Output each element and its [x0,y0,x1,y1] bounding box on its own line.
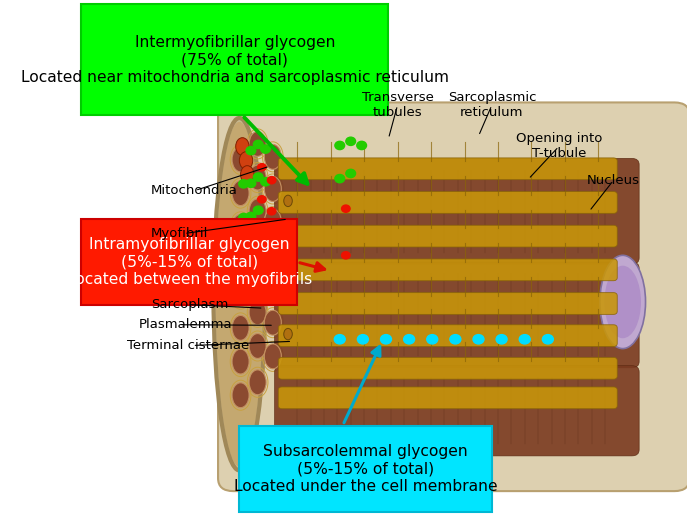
FancyBboxPatch shape [81,4,389,115]
FancyBboxPatch shape [278,293,617,314]
Circle shape [473,334,484,344]
Ellipse shape [249,199,266,224]
Ellipse shape [232,214,249,239]
Circle shape [404,334,415,344]
Circle shape [496,334,507,344]
FancyBboxPatch shape [275,262,639,368]
Ellipse shape [283,195,292,207]
Ellipse shape [236,138,249,155]
Text: Sarcoplasmic
reticulum: Sarcoplasmic reticulum [448,91,536,119]
FancyBboxPatch shape [218,103,688,491]
Circle shape [239,213,248,221]
Circle shape [357,141,367,150]
Ellipse shape [232,349,249,374]
Circle shape [357,334,368,344]
Ellipse shape [605,266,641,338]
Ellipse shape [249,131,266,156]
Ellipse shape [283,263,292,274]
Ellipse shape [232,147,249,172]
Ellipse shape [232,282,249,307]
Ellipse shape [239,152,252,169]
FancyBboxPatch shape [239,426,492,512]
FancyBboxPatch shape [278,259,617,281]
FancyBboxPatch shape [278,158,617,180]
Circle shape [450,334,461,344]
FancyBboxPatch shape [81,219,297,305]
Ellipse shape [249,370,266,395]
Ellipse shape [232,383,249,407]
Ellipse shape [232,181,249,206]
Circle shape [334,334,345,344]
Circle shape [257,196,266,203]
Ellipse shape [215,122,263,466]
Ellipse shape [249,165,266,190]
Circle shape [246,212,256,220]
Text: Nucleus: Nucleus [587,173,640,187]
Ellipse shape [249,266,266,291]
Text: Intramyofibrillar glycogen
(5%-15% of total)
Located between the myofibrils: Intramyofibrillar glycogen (5%-15% of to… [67,237,312,287]
Circle shape [268,242,276,250]
Circle shape [239,180,248,188]
Circle shape [257,164,266,171]
Text: Mitochondria: Mitochondria [151,184,238,197]
Ellipse shape [264,209,281,234]
Ellipse shape [600,255,645,349]
Circle shape [261,145,270,153]
Text: Intermyofibrillar glycogen
(75% of total)
Located near mitochondria and sarcopla: Intermyofibrillar glycogen (75% of total… [21,35,449,84]
Circle shape [253,246,263,254]
Circle shape [253,173,263,181]
Ellipse shape [264,310,281,335]
Ellipse shape [213,118,265,470]
Circle shape [261,178,270,186]
FancyBboxPatch shape [275,366,639,456]
Circle shape [253,206,263,214]
Ellipse shape [232,315,249,340]
Circle shape [246,146,256,155]
Circle shape [246,280,256,288]
Text: Subsarcolemmal glycogen
(5%-15% of total)
Located under the cell membrane: Subsarcolemmal glycogen (5%-15% of total… [234,444,497,494]
Circle shape [253,276,263,284]
Circle shape [427,334,438,344]
Ellipse shape [264,277,281,302]
Circle shape [346,137,356,145]
Circle shape [335,175,345,183]
Ellipse shape [264,144,281,169]
Circle shape [261,242,270,251]
Circle shape [341,205,350,212]
Circle shape [246,179,256,188]
Ellipse shape [232,248,249,273]
Ellipse shape [249,232,266,257]
Text: Plasmalemma: Plasmalemma [139,318,233,331]
Ellipse shape [264,344,281,369]
Text: Myofibril: Myofibril [151,227,208,240]
Ellipse shape [264,177,281,202]
FancyBboxPatch shape [278,387,617,408]
Ellipse shape [283,328,292,340]
Ellipse shape [249,333,266,358]
FancyBboxPatch shape [275,158,639,264]
Circle shape [542,334,553,344]
Circle shape [335,141,345,150]
Ellipse shape [264,243,281,268]
Text: Sarcoplasm: Sarcoplasm [151,298,228,311]
Circle shape [268,208,276,215]
FancyBboxPatch shape [278,357,617,379]
Circle shape [253,140,263,148]
Text: Transverse
tubules: Transverse tubules [362,91,433,119]
FancyBboxPatch shape [278,192,617,213]
Circle shape [257,231,266,238]
Text: Terminal cisternae: Terminal cisternae [127,339,249,352]
Circle shape [341,252,350,259]
Circle shape [380,334,391,344]
FancyBboxPatch shape [278,325,617,346]
Circle shape [519,334,530,344]
Circle shape [268,177,276,184]
Text: Opening into
T-tubule: Opening into T-tubule [515,132,602,160]
Ellipse shape [241,166,254,183]
FancyBboxPatch shape [278,225,617,247]
Ellipse shape [249,300,266,325]
Circle shape [346,169,356,178]
